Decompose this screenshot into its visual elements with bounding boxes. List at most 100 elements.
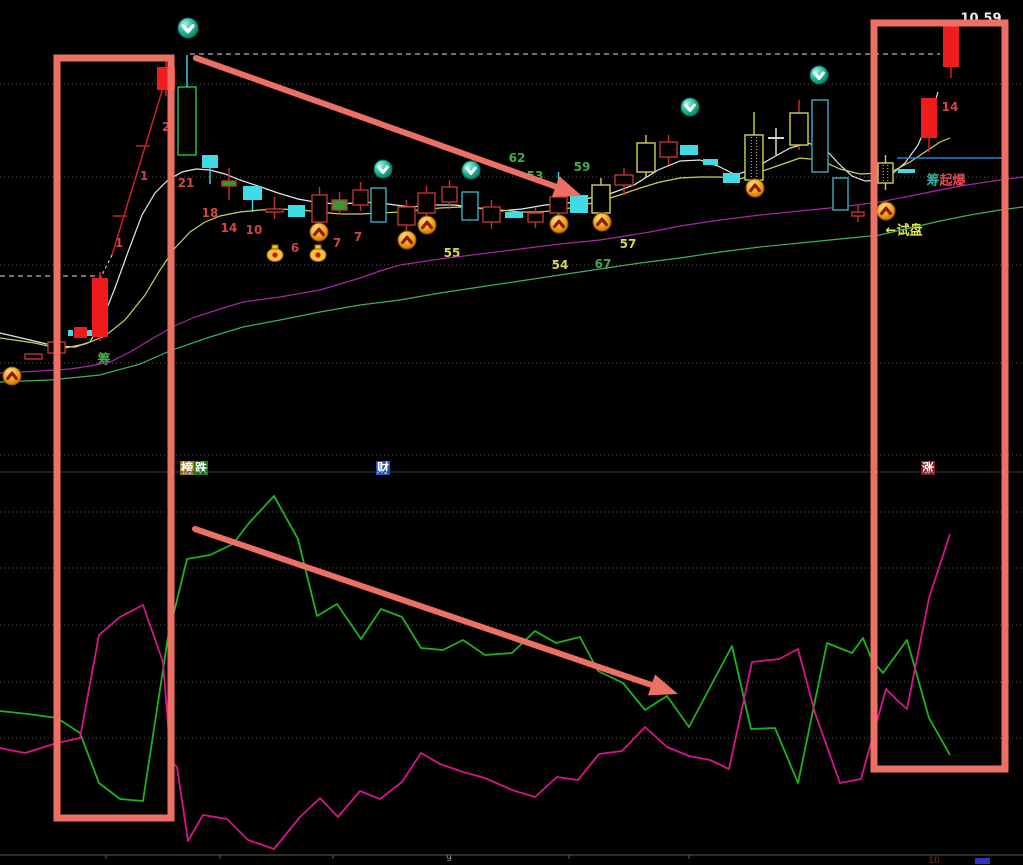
chart-number: 21	[177, 176, 195, 190]
money-bag-seal	[315, 252, 321, 258]
candle-body	[680, 145, 698, 155]
candle-body	[417, 192, 436, 214]
signal-sell-icon	[461, 160, 481, 180]
chart-number: 18	[201, 206, 219, 220]
money-bag-seal	[272, 252, 278, 258]
signal-buy-icon	[745, 178, 765, 198]
orange-circle	[417, 215, 437, 235]
candle-body	[461, 191, 479, 221]
chevron-up-icon	[749, 183, 761, 193]
ma-green	[0, 206, 1023, 383]
candle-body	[703, 159, 718, 165]
orange-circle	[397, 230, 417, 250]
candle-body	[370, 187, 387, 223]
candle-body	[921, 98, 937, 138]
candle-body	[898, 169, 915, 173]
orange-circle	[549, 214, 569, 234]
chevron-up-icon	[401, 235, 413, 245]
candle-body	[74, 327, 87, 338]
signal-buy-icon	[309, 222, 329, 242]
chevron-down-icon	[684, 103, 696, 112]
annotation-rectangle	[870, 19, 1009, 773]
chart-number: 1	[139, 169, 149, 183]
signal-buy-icon	[2, 366, 22, 386]
chevron-up-icon	[6, 371, 18, 381]
chart-annotation-text-seg: 起爆	[939, 173, 966, 189]
annotation-arrow-shaft	[193, 55, 559, 190]
candle-body	[221, 180, 237, 187]
annotation-arrow-shaft	[192, 526, 655, 688]
chevron-down-icon	[181, 24, 195, 34]
teal-circle	[177, 17, 199, 39]
signal-sell-icon	[373, 159, 393, 179]
signal-buy-icon	[876, 201, 896, 221]
candle-body	[527, 212, 544, 223]
chevron-down-icon	[465, 166, 477, 175]
chevron-up-icon	[313, 227, 325, 237]
chevron-up-icon	[421, 220, 433, 230]
chart-number: 62	[508, 151, 526, 165]
chart-number: 14	[220, 221, 238, 235]
candle-body	[943, 24, 959, 67]
chart-number: 14	[941, 100, 959, 114]
candle-body	[68, 330, 73, 336]
annotation-arrow-head	[647, 674, 678, 696]
candle-body	[505, 212, 523, 218]
indicator-green-line	[0, 495, 951, 802]
candle-body	[877, 162, 894, 184]
signal-buy-icon	[592, 212, 612, 232]
x-axis-label: 9	[446, 854, 452, 864]
candle-body	[243, 186, 262, 200]
candle-body	[636, 142, 656, 173]
chart-number: 10	[245, 223, 263, 237]
candle-body	[352, 189, 369, 206]
orange-circle	[876, 201, 896, 221]
candle-body	[832, 177, 849, 211]
teal-circle	[461, 160, 481, 180]
candle-body	[265, 208, 284, 213]
money-bag-icon	[266, 244, 284, 262]
teal-circle	[809, 65, 829, 85]
candle-body	[789, 112, 809, 146]
chart-number: 7	[353, 230, 363, 244]
chevron-down-icon	[813, 71, 825, 80]
candle-body	[811, 99, 829, 173]
signal-sell-icon	[680, 97, 700, 117]
chevron-up-icon	[553, 219, 565, 229]
candle-body	[288, 205, 305, 217]
chart-number: 59	[573, 160, 591, 174]
candle-body	[482, 206, 501, 223]
chart-annotation-text: 筹起爆	[926, 170, 965, 189]
candle-body	[92, 278, 108, 337]
annotation-rectangle	[53, 54, 175, 822]
candle-body	[549, 196, 568, 214]
annotation-arrow-head	[551, 176, 582, 197]
candle-body	[570, 195, 588, 213]
signal-sell-icon	[809, 65, 829, 85]
candle-body	[397, 206, 416, 226]
orange-circle	[592, 212, 612, 232]
candle-body	[614, 174, 634, 186]
chevron-up-icon	[880, 206, 892, 216]
candle-body	[723, 173, 740, 183]
chart-number: 2	[161, 120, 171, 134]
x-axis-label: 10	[928, 856, 940, 865]
chevron-down-icon	[377, 165, 389, 174]
scrollbar-thumb[interactable]	[975, 858, 990, 864]
candle-body	[744, 134, 764, 181]
teal-circle	[680, 97, 700, 117]
orange-circle	[309, 222, 329, 242]
trend-line-red	[111, 77, 167, 256]
ma-purple	[0, 176, 1023, 374]
signal-buy-icon	[397, 230, 417, 250]
candle-body	[331, 199, 348, 211]
chevron-up-icon	[596, 217, 608, 227]
chart-number: 57	[619, 237, 637, 251]
orange-circle	[2, 366, 22, 386]
teal-circle	[373, 159, 393, 179]
candle-body	[659, 141, 678, 158]
candle-body	[87, 330, 92, 336]
candle-body	[851, 211, 865, 217]
